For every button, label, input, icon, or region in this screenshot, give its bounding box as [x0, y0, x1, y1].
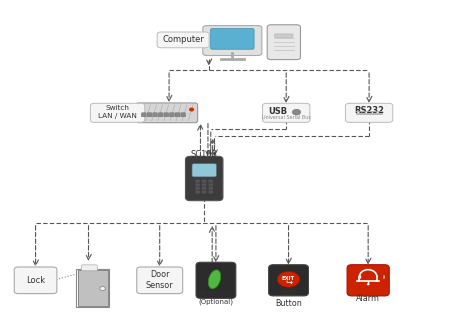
FancyBboxPatch shape: [209, 187, 213, 190]
Text: Lock: Lock: [26, 276, 45, 285]
FancyBboxPatch shape: [14, 267, 57, 294]
FancyBboxPatch shape: [137, 267, 182, 294]
FancyBboxPatch shape: [275, 34, 293, 37]
FancyBboxPatch shape: [181, 113, 185, 117]
FancyBboxPatch shape: [202, 187, 207, 190]
FancyBboxPatch shape: [263, 103, 310, 122]
Text: Switch
LAN / WAN: Switch LAN / WAN: [98, 106, 137, 119]
FancyBboxPatch shape: [82, 265, 97, 271]
FancyBboxPatch shape: [141, 113, 146, 117]
Bar: [76, 269, 109, 307]
Text: Alarm: Alarm: [356, 294, 380, 303]
Text: RF Reader
(Optional): RF Reader (Optional): [198, 291, 234, 305]
Text: Universal Serial Bus: Universal Serial Bus: [262, 115, 310, 120]
FancyBboxPatch shape: [209, 183, 213, 186]
FancyBboxPatch shape: [158, 113, 163, 117]
FancyBboxPatch shape: [202, 190, 207, 193]
FancyBboxPatch shape: [91, 103, 145, 122]
FancyBboxPatch shape: [209, 190, 213, 193]
FancyBboxPatch shape: [157, 32, 209, 48]
FancyBboxPatch shape: [210, 29, 254, 49]
Text: Exit
Button: Exit Button: [275, 288, 302, 308]
FancyBboxPatch shape: [147, 113, 152, 117]
Circle shape: [277, 272, 300, 287]
FancyBboxPatch shape: [269, 265, 309, 296]
FancyBboxPatch shape: [203, 26, 262, 55]
FancyBboxPatch shape: [136, 103, 198, 123]
Text: SC103: SC103: [191, 150, 218, 159]
Text: EXIT: EXIT: [282, 276, 295, 281]
FancyBboxPatch shape: [195, 183, 200, 186]
Circle shape: [100, 287, 105, 291]
Text: ↪: ↪: [285, 278, 292, 287]
FancyBboxPatch shape: [170, 113, 174, 117]
FancyBboxPatch shape: [164, 113, 169, 117]
Polygon shape: [78, 271, 108, 306]
FancyBboxPatch shape: [195, 187, 200, 190]
FancyBboxPatch shape: [195, 180, 200, 183]
Text: RS232: RS232: [354, 106, 384, 115]
FancyBboxPatch shape: [153, 113, 157, 117]
FancyBboxPatch shape: [267, 25, 301, 59]
FancyBboxPatch shape: [347, 265, 389, 296]
FancyBboxPatch shape: [202, 180, 207, 183]
Text: USB: USB: [268, 107, 287, 116]
Circle shape: [292, 109, 301, 115]
Circle shape: [367, 283, 370, 285]
FancyBboxPatch shape: [195, 190, 200, 193]
FancyBboxPatch shape: [175, 113, 180, 117]
FancyBboxPatch shape: [192, 164, 217, 177]
FancyBboxPatch shape: [346, 103, 393, 122]
FancyBboxPatch shape: [185, 156, 223, 201]
Text: Door
Sensor: Door Sensor: [146, 270, 173, 290]
Ellipse shape: [208, 270, 221, 289]
Circle shape: [190, 108, 193, 111]
FancyBboxPatch shape: [202, 183, 207, 186]
Text: Computer: Computer: [162, 35, 204, 44]
FancyBboxPatch shape: [196, 262, 236, 298]
FancyBboxPatch shape: [209, 180, 213, 183]
